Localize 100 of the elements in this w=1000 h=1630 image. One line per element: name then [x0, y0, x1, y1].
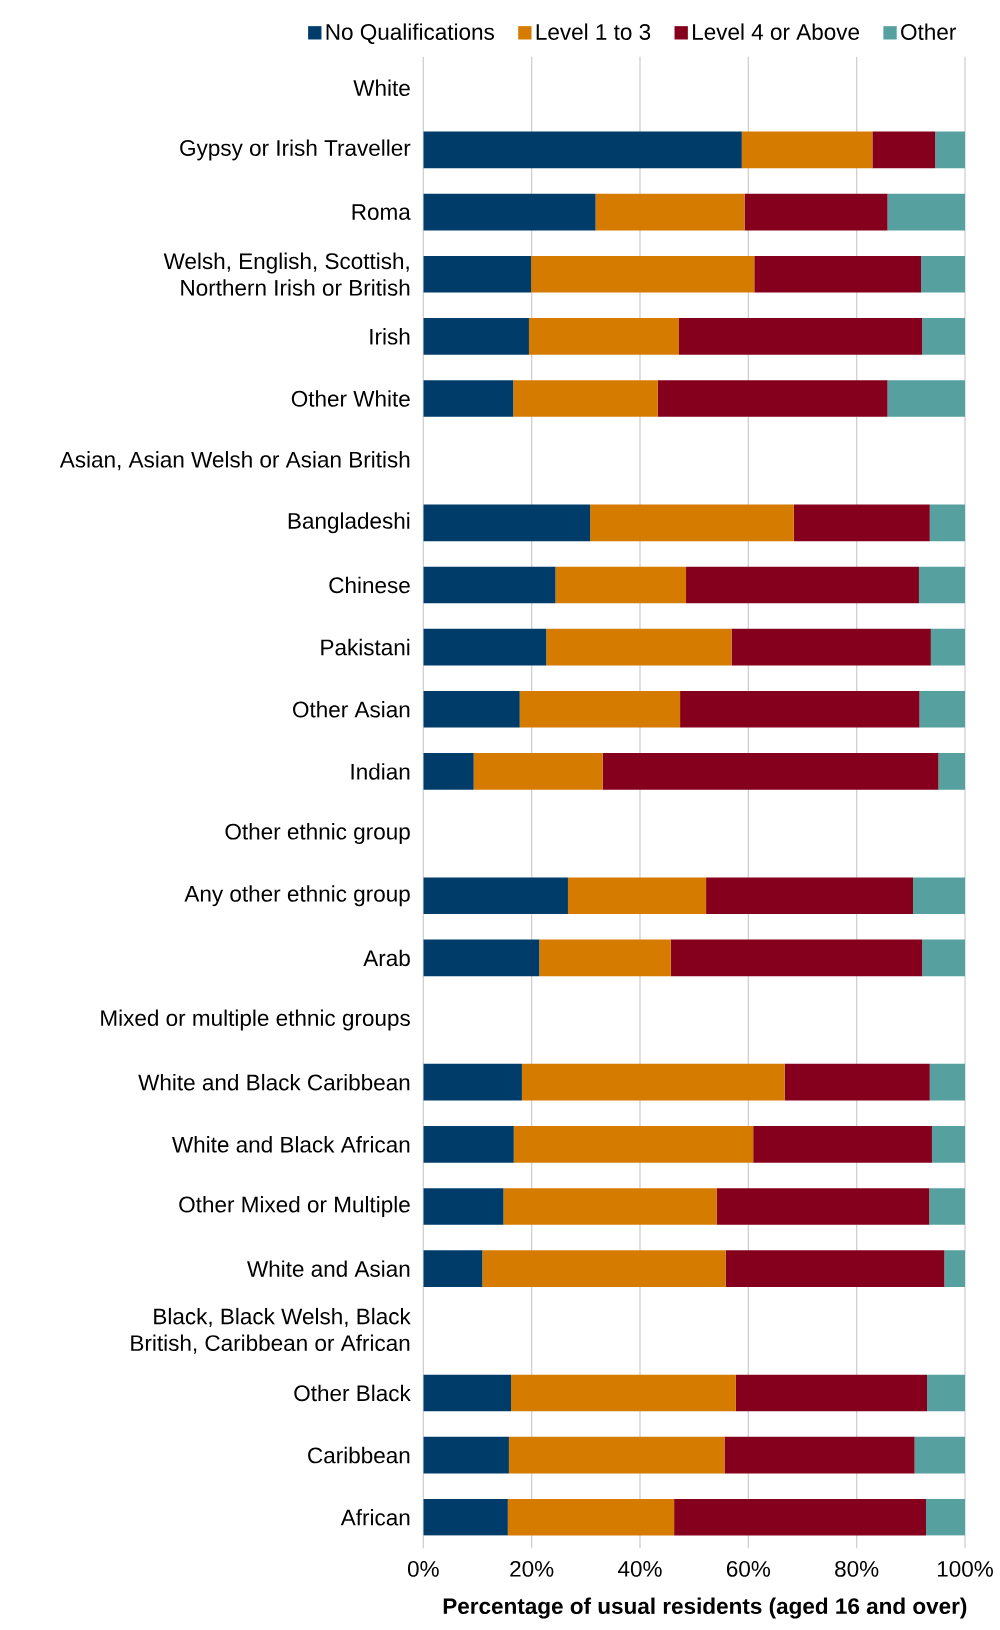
- bar: [927, 1374, 965, 1412]
- bar: [657, 380, 888, 417]
- y-tick-label: White and Black Caribbean: [138, 1073, 410, 1091]
- y-tick-label: Other Black: [294, 1384, 411, 1402]
- y-tick-label: White and Asian: [247, 1260, 410, 1277]
- bar: [423, 380, 514, 417]
- y-tick-label: Mixed or multiple ethnic groups: [101, 1009, 410, 1031]
- bar: [521, 1063, 785, 1101]
- bar: [678, 318, 923, 355]
- bar: [735, 1374, 928, 1412]
- y-tick-label: Other Mixed or Multiple: [179, 1196, 410, 1217]
- bar: [929, 504, 965, 542]
- bar: [680, 690, 920, 728]
- bar: [935, 131, 965, 169]
- bar: [528, 318, 679, 355]
- x-axis-title: Percentage of usual residents (aged 16 and over): [443, 1597, 967, 1619]
- bar: [539, 939, 671, 977]
- x-tick-label: 40%: [618, 1560, 662, 1577]
- bar: [567, 877, 707, 915]
- y-tick-label: Any other ethnic group: [184, 885, 410, 907]
- bar: [938, 753, 965, 790]
- bar: [670, 939, 923, 977]
- bar: [731, 628, 931, 666]
- bar: [914, 1436, 965, 1474]
- bar: [590, 504, 794, 542]
- y-tick-label: Pakistani: [321, 638, 410, 656]
- y-tick-label: Asian, Asian Welsh or Asian British: [59, 451, 410, 471]
- y-tick-label: Black, Black Welsh, Black British, Caribbean or African: [131, 1307, 411, 1354]
- bar: [872, 131, 936, 169]
- legend-label: Level 1 to 3: [536, 23, 651, 40]
- bar: [918, 566, 965, 604]
- bar: [519, 690, 681, 728]
- bar: [555, 566, 687, 604]
- bar: [423, 1374, 512, 1412]
- bar: [741, 131, 873, 169]
- bar: [602, 753, 939, 790]
- bar: [922, 318, 965, 355]
- y-tick-label: Chinese: [329, 576, 410, 594]
- bar: [423, 1126, 514, 1163]
- bar: [423, 877, 568, 915]
- bar: [931, 1126, 965, 1163]
- y-tick-label: African: [340, 1509, 410, 1526]
- y-tick-label: White and Black African: [172, 1136, 410, 1153]
- bar: [423, 628, 547, 666]
- bar: [744, 193, 888, 231]
- legend-label: No Qualifications: [326, 23, 494, 44]
- bar: [423, 193, 596, 231]
- y-tick-label: Arab: [363, 949, 410, 967]
- bar: [423, 566, 556, 604]
- bar: [423, 1436, 509, 1474]
- x-tick-label: 20%: [510, 1560, 554, 1577]
- bar: [912, 877, 965, 915]
- bar: [706, 877, 913, 915]
- bar: [919, 690, 965, 728]
- y-tick-label: Welsh, English, Scottish, Northern Irish or British: [163, 252, 410, 296]
- bar: [423, 690, 520, 728]
- legend-label: Level 4 or Above: [693, 23, 860, 40]
- x-tick-label: 60%: [726, 1560, 771, 1577]
- bar: [725, 1250, 945, 1287]
- bar: [716, 1188, 930, 1225]
- y-tick-label: Roma: [352, 204, 411, 220]
- y-tick-label: Irish: [370, 328, 410, 345]
- bar: [423, 131, 742, 169]
- bar: [930, 628, 965, 666]
- bar: [784, 1063, 930, 1101]
- bar: [724, 1436, 915, 1474]
- y-tick-label: Other ethnic group: [225, 823, 410, 845]
- x-tick-label: 100%: [937, 1560, 993, 1577]
- bar: [511, 1374, 736, 1412]
- bar: [423, 939, 540, 977]
- bar: [423, 255, 532, 293]
- bar: [423, 504, 591, 542]
- bar: [753, 1126, 932, 1163]
- x-tick-label: 80%: [835, 1560, 879, 1577]
- x-tick-label: 0%: [407, 1560, 439, 1577]
- bar: [929, 1188, 965, 1225]
- bar: [513, 1126, 754, 1163]
- bar: [686, 566, 919, 604]
- y-tick-label: Other Asian: [293, 701, 410, 718]
- y-tick-label: Caribbean: [308, 1446, 410, 1464]
- y-tick-label: Indian: [351, 763, 410, 780]
- bar: [423, 1188, 504, 1225]
- legend-label: Other: [901, 23, 956, 40]
- bar: [546, 628, 732, 666]
- y-tick-label: Other White: [291, 390, 410, 407]
- bar: [473, 753, 603, 790]
- y-tick-label: White: [353, 79, 410, 97]
- y-tick-label: Gypsy or Irish Traveller: [180, 139, 411, 161]
- bar: [921, 255, 965, 293]
- bar: [423, 1498, 508, 1536]
- bar: [507, 1498, 675, 1536]
- bar: [925, 1498, 965, 1536]
- bar: [482, 1250, 726, 1287]
- bar: [887, 380, 965, 417]
- bar: [887, 193, 965, 231]
- bar: [754, 255, 922, 293]
- bar: [423, 318, 529, 355]
- y-tick-label: Bangladeshi: [288, 512, 410, 534]
- bar: [513, 380, 658, 417]
- bar: [793, 504, 930, 542]
